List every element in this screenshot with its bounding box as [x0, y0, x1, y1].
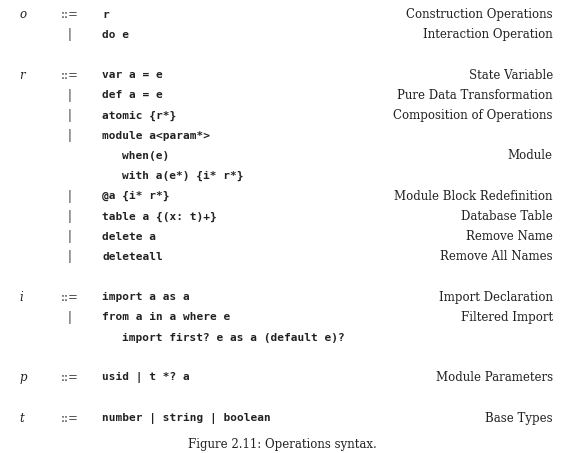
Text: Pure Data Transformation: Pure Data Transformation [397, 89, 553, 102]
Text: |: | [67, 230, 71, 243]
Text: ::=: ::= [60, 69, 78, 82]
Text: ::=: ::= [60, 291, 78, 304]
Text: Import Declaration: Import Declaration [439, 291, 553, 304]
Text: Filtered Import: Filtered Import [461, 311, 553, 324]
Text: |: | [67, 190, 71, 203]
Text: Base Types: Base Types [485, 412, 553, 425]
Text: Figure 2.11: Operations syntax.: Figure 2.11: Operations syntax. [188, 438, 376, 451]
Text: ::=: ::= [60, 371, 78, 384]
Text: usid | t *? a: usid | t *? a [103, 372, 190, 383]
Text: Remove Name: Remove Name [466, 230, 553, 243]
Text: Remove All Names: Remove All Names [440, 250, 553, 263]
Text: @a {i* r*}: @a {i* r*} [103, 191, 170, 201]
Text: module a<param*>: module a<param*> [103, 131, 210, 141]
Text: o: o [19, 8, 27, 21]
Text: when(e): when(e) [122, 151, 169, 161]
Text: ::=: ::= [60, 412, 78, 425]
Text: Composition of Operations: Composition of Operations [393, 109, 553, 122]
Text: |: | [67, 311, 71, 324]
Text: p: p [19, 371, 27, 384]
Text: do e: do e [103, 30, 129, 40]
Text: def a = e: def a = e [103, 90, 163, 100]
Text: t: t [19, 412, 24, 425]
Text: deleteall: deleteall [103, 252, 163, 262]
Text: delete a: delete a [103, 231, 156, 241]
Text: import first? e as a (default e)?: import first? e as a (default e)? [122, 333, 345, 342]
Text: Database Table: Database Table [461, 210, 553, 223]
Text: Construction Operations: Construction Operations [406, 8, 553, 21]
Text: Module: Module [508, 149, 553, 162]
Text: i: i [19, 291, 23, 304]
Text: with a(e*) {i* r*}: with a(e*) {i* r*} [122, 171, 243, 181]
Text: atomic {r*}: atomic {r*} [103, 111, 177, 120]
Text: ::=: ::= [60, 8, 78, 21]
Text: |: | [67, 250, 71, 263]
Text: |: | [67, 89, 71, 102]
Text: |: | [67, 109, 71, 122]
Text: Module Parameters: Module Parameters [436, 371, 553, 384]
Text: Module Block Redefinition: Module Block Redefinition [394, 190, 553, 203]
Text: Interaction Operation: Interaction Operation [423, 28, 553, 41]
Text: |: | [67, 210, 71, 223]
Text: State Variable: State Variable [469, 69, 553, 82]
Text: |: | [67, 129, 71, 142]
Text: table a {(x: t)+}: table a {(x: t)+} [103, 211, 217, 222]
Text: r: r [19, 69, 25, 82]
Text: |: | [67, 28, 71, 41]
Text: r: r [103, 10, 109, 19]
Text: var a = e: var a = e [103, 70, 163, 80]
Text: number | string | boolean: number | string | boolean [103, 413, 271, 424]
Text: from a in a where e: from a in a where e [103, 312, 231, 322]
Text: import a as a: import a as a [103, 292, 190, 302]
